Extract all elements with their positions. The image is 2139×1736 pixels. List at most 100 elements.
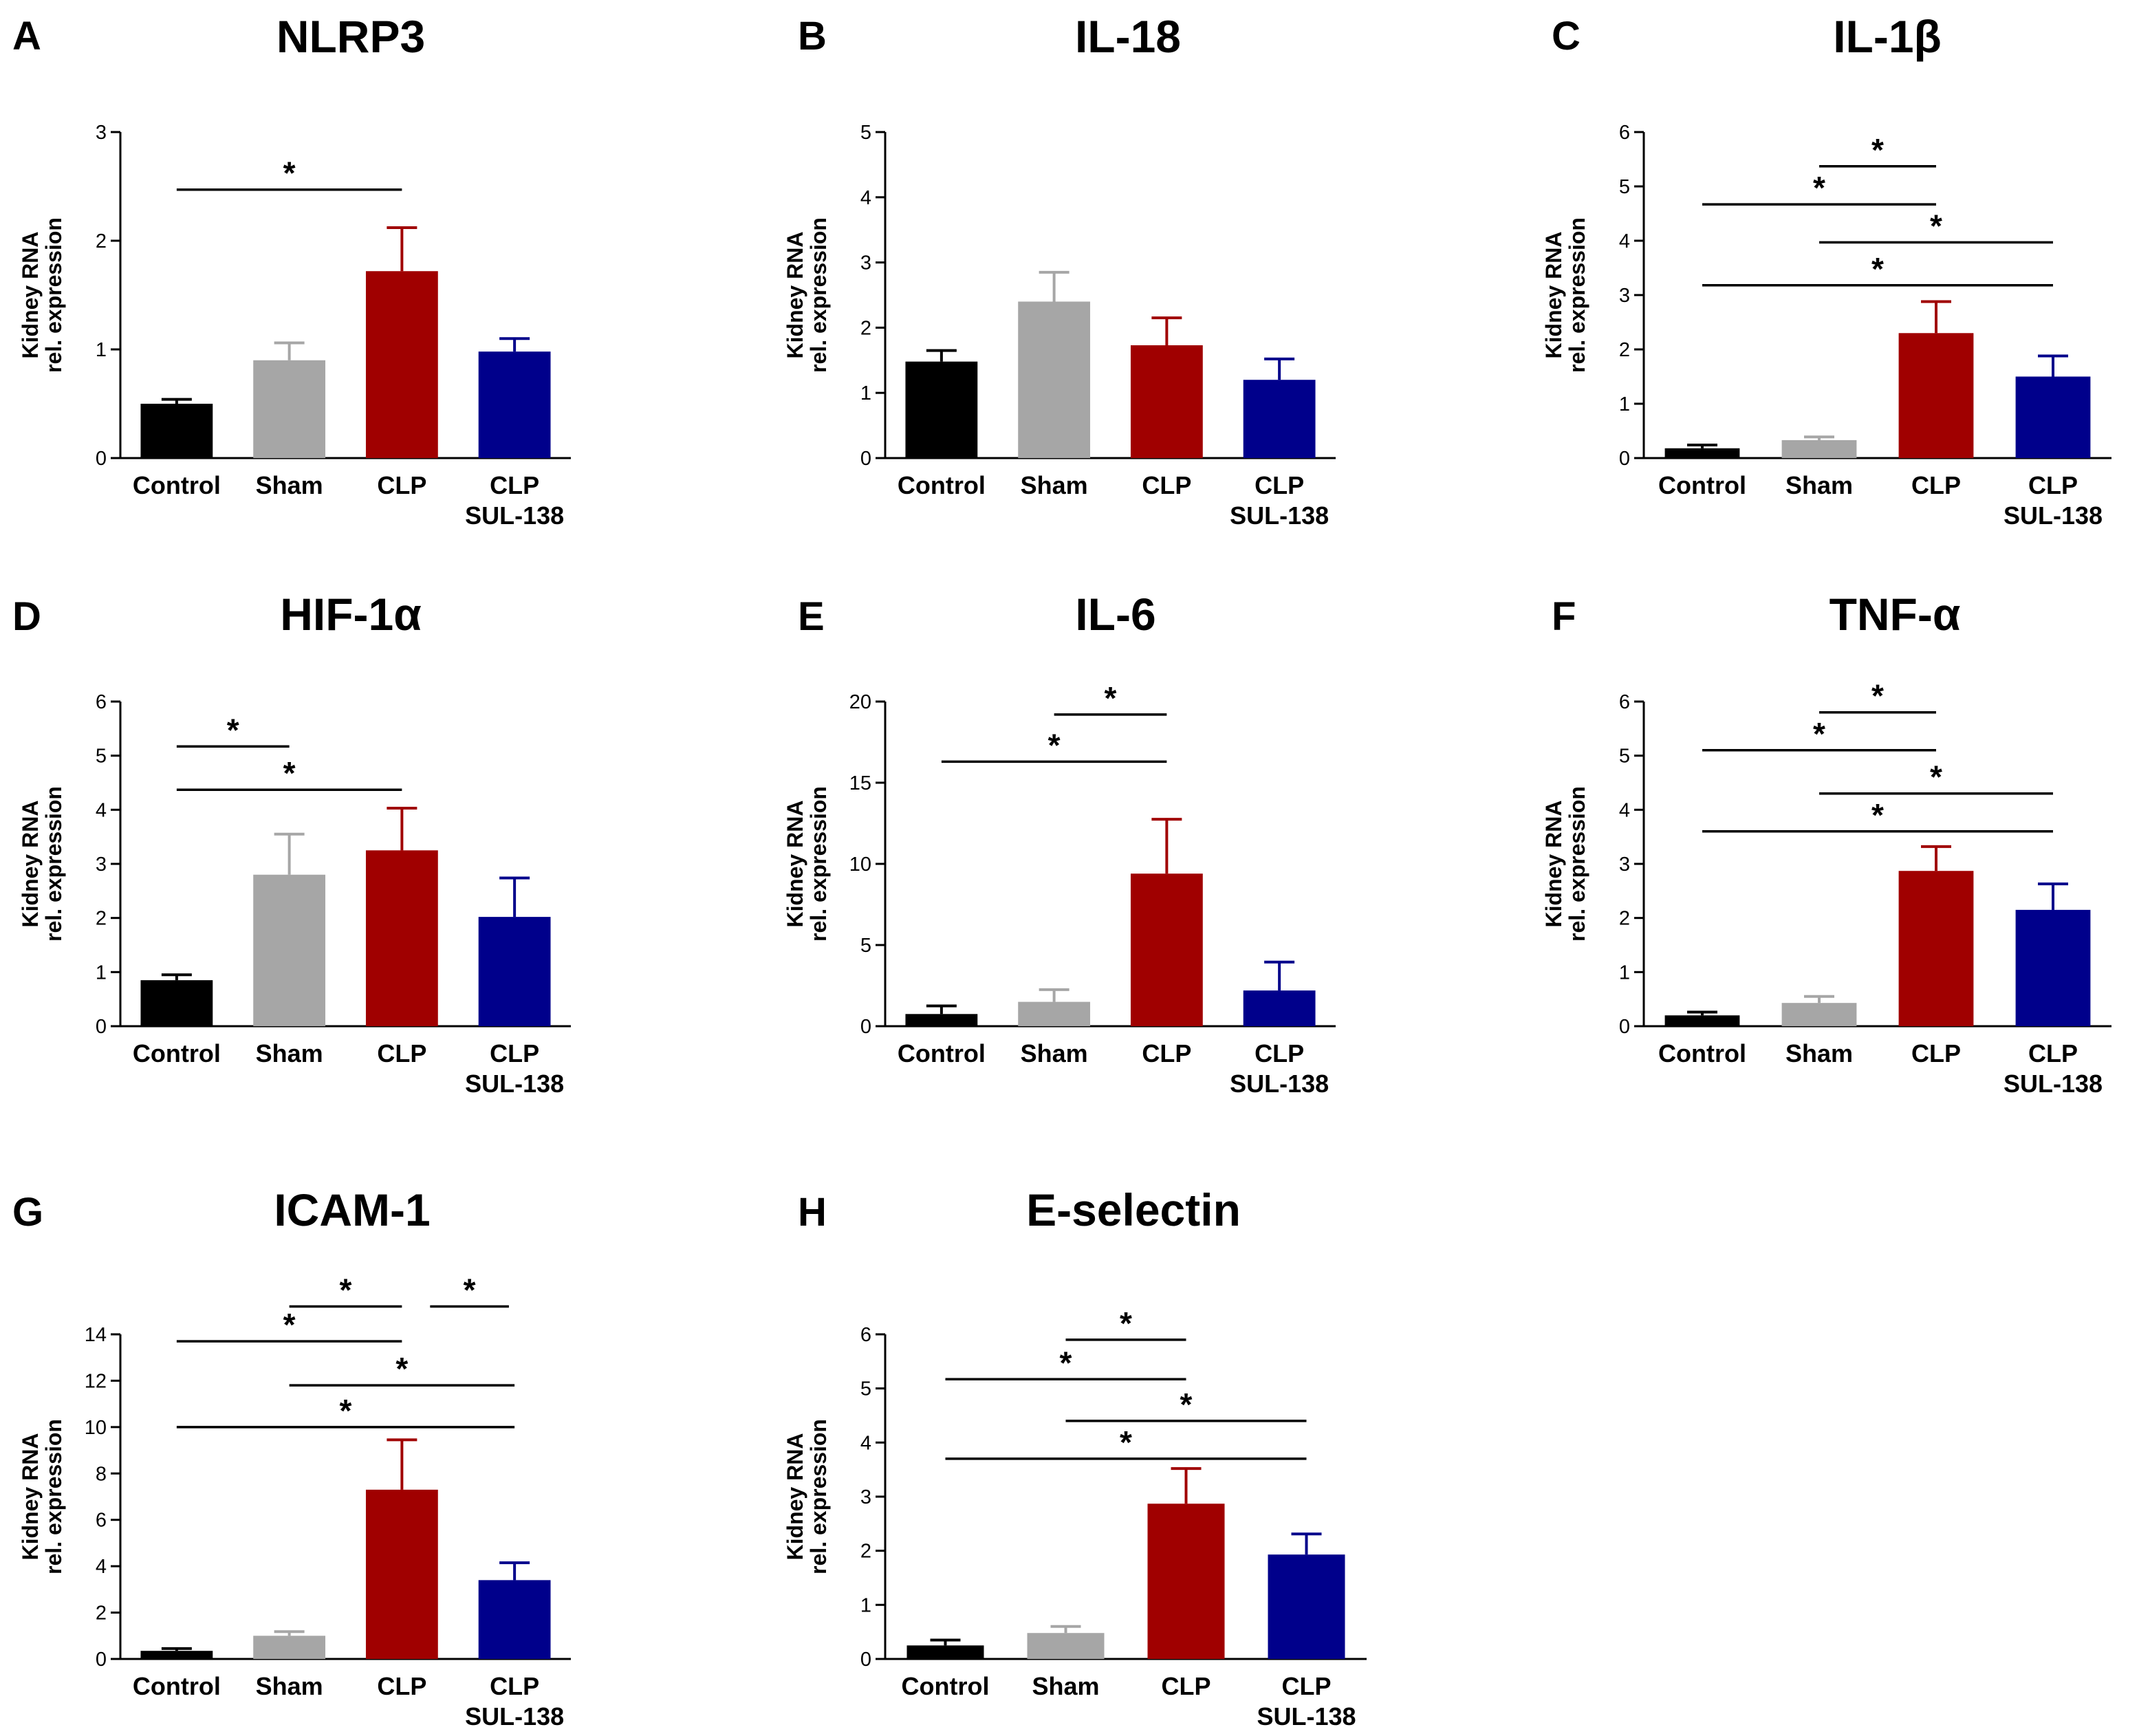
x-tick-label: CLP xyxy=(2028,1039,2078,1067)
y-tick-label: 0 xyxy=(96,1016,107,1038)
panel-title: HIF-1α xyxy=(280,589,422,640)
y-tick-label: 1 xyxy=(96,962,107,984)
y-tick-label: 10 xyxy=(849,854,871,876)
panel-title: ICAM-1 xyxy=(274,1184,430,1235)
y-axis-label-line: Kidney RNA xyxy=(18,232,43,359)
y-tick-label: 3 xyxy=(96,854,107,876)
x-tick-label: SUL-138 xyxy=(465,1070,564,1098)
significance-star: * xyxy=(283,155,296,191)
bar-2 xyxy=(365,1489,438,1659)
x-tick-label: Sham xyxy=(256,1039,323,1067)
bar-3 xyxy=(1243,380,1316,458)
y-tick-label: 14 xyxy=(85,1324,107,1346)
significance-star: * xyxy=(464,1272,476,1308)
panel-a: A NLRP3 Kidney RNArel. expression 0 1 2 3 Contr… xyxy=(12,11,571,530)
bar-1 xyxy=(1781,440,1857,458)
y-tick-label: 6 xyxy=(1619,122,1630,144)
panel-letter: E xyxy=(798,594,825,639)
x-tick-label: CLP xyxy=(1142,1039,1191,1067)
panel-title: E-selectin xyxy=(1026,1184,1241,1235)
y-axis-label-line: rel. expression xyxy=(1565,217,1589,373)
y-axis-label-line: rel. expression xyxy=(806,217,831,373)
y-tick-label: 0 xyxy=(1619,448,1630,470)
bar-3 xyxy=(478,917,551,1026)
y-axis-label-line: rel. expression xyxy=(806,786,831,942)
significance-star: * xyxy=(283,755,296,791)
x-tick-label: Sham xyxy=(1785,471,1853,499)
bar-0 xyxy=(140,1651,213,1659)
y-axis-label-line: rel. expression xyxy=(41,1419,66,1574)
y-axis-label-line: rel. expression xyxy=(1565,786,1589,942)
bar-2 xyxy=(365,271,438,458)
y-tick-label: 3 xyxy=(96,122,107,144)
significance-star: * xyxy=(340,1272,352,1308)
bar-0 xyxy=(140,980,213,1026)
bar-1 xyxy=(1018,1001,1091,1026)
x-tick-label: CLP xyxy=(490,471,539,499)
x-tick-label: SUL-138 xyxy=(2004,501,2103,530)
bar-2 xyxy=(1898,871,1974,1026)
y-tick-label: 12 xyxy=(85,1370,107,1392)
significance-star: * xyxy=(1871,797,1884,833)
panel-d: D HIF-1α Kidney RNArel. expression 0 1 2 3 4 5 6 C… xyxy=(12,589,571,1098)
panel-letter: A xyxy=(12,14,41,58)
y-tick-label: 0 xyxy=(96,448,107,470)
x-tick-label: Control xyxy=(1658,471,1746,499)
y-tick-label: 4 xyxy=(1619,230,1630,252)
panel-letter: D xyxy=(12,594,41,639)
bar-2 xyxy=(1147,1504,1225,1659)
y-axis-label-line: Kidney RNA xyxy=(1541,801,1566,928)
y-tick-label: 2 xyxy=(860,317,871,339)
y-tick-label: 1 xyxy=(96,339,107,361)
y-tick-label: 0 xyxy=(860,1649,871,1671)
y-tick-label: 4 xyxy=(860,1432,871,1454)
significance-star: * xyxy=(395,1351,408,1387)
panel-title: IL-18 xyxy=(1075,11,1181,62)
bar-3 xyxy=(1268,1554,1345,1659)
y-tick-label: 4 xyxy=(1619,799,1630,821)
significance-star: * xyxy=(1180,1387,1193,1422)
x-tick-label: CLP xyxy=(1142,471,1191,499)
y-tick-label: 1 xyxy=(860,382,871,404)
x-tick-label: CLP xyxy=(1282,1672,1332,1700)
x-tick-label: SUL-138 xyxy=(465,1702,564,1730)
y-axis-label: Kidney RNArel. expression xyxy=(783,786,831,942)
y-axis-label: Kidney RNArel. expression xyxy=(1541,786,1589,942)
significance-star: * xyxy=(1930,759,1942,795)
y-tick-label: 5 xyxy=(96,746,107,768)
y-tick-label: 3 xyxy=(860,252,871,274)
y-tick-label: 4 xyxy=(96,1556,107,1578)
y-tick-label: 5 xyxy=(860,1378,871,1400)
panel-title: NLRP3 xyxy=(276,11,425,62)
x-tick-label: Control xyxy=(898,471,986,499)
y-tick-label: 3 xyxy=(1619,285,1630,307)
y-tick-label: 2 xyxy=(96,908,107,930)
significance-star: * xyxy=(1871,678,1884,714)
panel-letter: H xyxy=(798,1190,827,1235)
x-tick-label: CLP xyxy=(490,1039,539,1067)
bar-3 xyxy=(478,351,551,458)
y-tick-label: 2 xyxy=(96,230,107,252)
x-tick-label: Sham xyxy=(1785,1039,1853,1067)
y-tick-label: 0 xyxy=(96,1649,107,1671)
y-tick-label: 6 xyxy=(96,1510,107,1532)
y-tick-label: 5 xyxy=(1619,176,1630,198)
panel-letter: G xyxy=(12,1190,43,1235)
y-axis-label: Kidney RNArel. expression xyxy=(18,1419,66,1574)
y-tick-label: 6 xyxy=(96,691,107,713)
y-axis-label-line: Kidney RNA xyxy=(783,232,807,359)
x-tick-label: SUL-138 xyxy=(2004,1070,2103,1098)
panel-letter: C xyxy=(1552,14,1581,58)
bar-1 xyxy=(1018,301,1091,458)
significance-star: * xyxy=(1871,251,1884,287)
x-tick-label: Control xyxy=(133,471,221,499)
bar-1 xyxy=(253,1636,326,1659)
x-tick-label: Control xyxy=(902,1672,990,1700)
y-tick-label: 0 xyxy=(860,448,871,470)
x-tick-label: SUL-138 xyxy=(465,501,564,530)
panel-g: G ICAM-1 Kidney RNArel. expression 0 2 4 6 8 10 1… xyxy=(12,1184,571,1730)
x-tick-label: CLP xyxy=(1911,1039,1961,1067)
panel-e: E IL-6 Kidney RNArel. expression 0 5 10 15 20 Co… xyxy=(783,589,1336,1098)
y-axis-label-line: Kidney RNA xyxy=(783,1433,807,1561)
